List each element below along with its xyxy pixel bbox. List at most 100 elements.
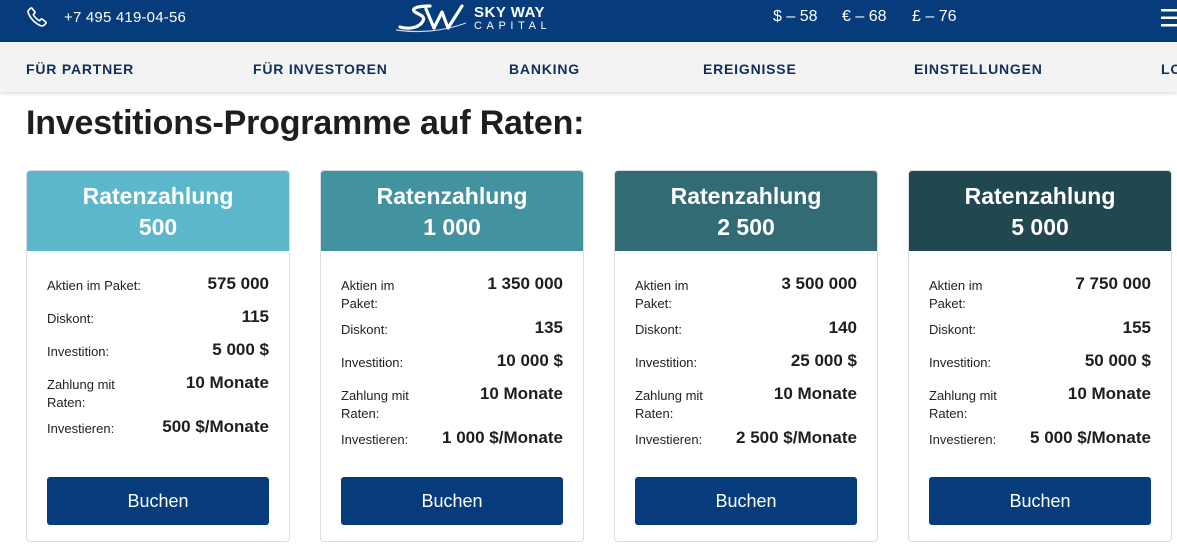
card-title: Ratenzahlung <box>670 183 822 209</box>
detail-value: 155 <box>1122 318 1151 337</box>
detail-label: Investition: <box>47 344 110 359</box>
detail-label: Investieren: <box>47 421 115 436</box>
nav-item-ereignisse[interactable]: EREIGNISSE <box>703 61 797 77</box>
detail-value: 5 000 $/Monate <box>1030 428 1151 447</box>
detail-row: Zahlung mit Raten: 10 Monate <box>929 383 1151 427</box>
detail-row: Aktien im Paket: 3 500 000 <box>635 273 857 317</box>
detail-value: 115 <box>241 307 269 326</box>
card-title: Ratenzahlung <box>82 183 234 209</box>
detail-value: 3 500 000 <box>781 274 857 293</box>
detail-row: Diskont: 140 <box>635 317 857 350</box>
nav-item-partner[interactable]: FÜR PARTNER <box>26 61 135 77</box>
card-amount: 2 500 <box>717 214 775 240</box>
detail-row: Aktien im Paket: 575 000 <box>47 273 269 306</box>
detail-label: Investieren: <box>929 432 997 447</box>
package-card-5000: Ratenzahlung 5 000 Aktien im Paket: 7 75… <box>908 170 1172 542</box>
card-details: Aktien im Paket: 575 000 Diskont: 115 In… <box>47 273 269 449</box>
detail-label: Aktien im Paket: <box>341 278 395 311</box>
detail-label: Zahlung mit Raten: <box>341 388 409 421</box>
detail-row: Zahlung mit Raten: 10 Monate <box>47 372 269 416</box>
card-header: Ratenzahlung 500 <box>27 171 289 251</box>
detail-label: Zahlung mit Raten: <box>47 377 115 410</box>
book-button[interactable]: Buchen <box>341 477 563 525</box>
detail-value: 500 $/Monate <box>162 417 269 436</box>
package-card-1000: Ratenzahlung 1 000 Aktien im Paket: 1 35… <box>320 170 584 542</box>
detail-value: 7 750 000 <box>1075 274 1151 293</box>
detail-label: Investition: <box>635 355 698 370</box>
nav-item-investoren[interactable]: FÜR INVESTOREN <box>253 61 388 77</box>
detail-row: Investieren: 1 000 $/Monate <box>341 427 563 460</box>
nav-item-banking[interactable]: BANKING <box>509 61 580 77</box>
rate-gbp: £ – 76 <box>912 8 957 25</box>
card-details: Aktien im Paket: 3 500 000 Diskont: 140 … <box>635 273 857 460</box>
detail-label: Investieren: <box>341 432 409 447</box>
rate-usd: $ – 58 <box>773 8 818 25</box>
detail-label: Diskont: <box>47 311 94 326</box>
card-amount: 500 <box>138 214 178 240</box>
book-button[interactable]: Buchen <box>47 477 269 525</box>
rate-eur: € – 68 <box>842 8 887 25</box>
detail-value: 2 500 $/Monate <box>736 428 857 447</box>
detail-value: 575 000 <box>207 274 269 293</box>
detail-row: Investieren: 5 000 $/Monate <box>929 427 1151 460</box>
detail-label: Aktien im Paket: <box>47 278 141 293</box>
phone-icon <box>26 6 48 28</box>
detail-row: Investition: 25 000 $ <box>635 350 857 383</box>
detail-label: Investition: <box>929 355 992 370</box>
detail-row: Investition: 5 000 $ <box>47 339 269 372</box>
top-bar: +7 495 419-04-56 SKY WAY CAPITAL $ – 58 … <box>0 0 1177 42</box>
book-button[interactable]: Buchen <box>929 477 1151 525</box>
detail-value: 10 Monate <box>773 384 857 403</box>
detail-label: Diskont: <box>341 322 388 337</box>
detail-value: 10 Monate <box>1067 384 1151 403</box>
detail-label: Zahlung mit Raten: <box>635 388 703 421</box>
detail-value: 1 000 $/Monate <box>442 428 563 447</box>
detail-row: Zahlung mit Raten: 10 Monate <box>341 383 563 427</box>
logo-icon <box>396 4 467 33</box>
nav-item-login[interactable]: LO <box>1161 61 1177 77</box>
detail-label: Aktien im Paket: <box>929 278 983 311</box>
detail-row: Investieren: 500 $/Monate <box>47 416 269 449</box>
logo-text-main: SKY WAY <box>474 3 546 21</box>
main-nav: FÜR PARTNER FÜR INVESTOREN BANKING EREIG… <box>0 42 1177 92</box>
detail-value: 10 Monate <box>479 384 563 403</box>
detail-row: Aktien im Paket: 1 350 000 <box>341 273 563 317</box>
card-title: Ratenzahlung <box>964 183 1116 209</box>
detail-value: 25 000 $ <box>790 351 857 370</box>
card-details: Aktien im Paket: 7 750 000 Diskont: 155 … <box>929 273 1151 460</box>
card-header: Ratenzahlung 5 000 <box>909 171 1171 251</box>
detail-label: Zahlung mit Raten: <box>929 388 997 421</box>
detail-label: Aktien im Paket: <box>635 278 689 311</box>
detail-label: Diskont: <box>929 322 976 337</box>
card-amount: 5 000 <box>1011 214 1069 240</box>
book-button[interactable]: Buchen <box>635 477 857 525</box>
card-amount: 1 000 <box>423 214 481 240</box>
detail-value: 135 <box>534 318 563 337</box>
card-details: Aktien im Paket: 1 350 000 Diskont: 135 … <box>341 273 563 460</box>
detail-row: Investition: 50 000 $ <box>929 350 1151 383</box>
detail-label: Investieren: <box>635 432 703 447</box>
hamburger-icon[interactable] <box>1159 6 1177 30</box>
card-header: Ratenzahlung 2 500 <box>615 171 877 251</box>
detail-value: 1 350 000 <box>487 274 563 293</box>
detail-row: Investieren: 2 500 $/Monate <box>635 427 857 460</box>
phone-number[interactable]: +7 495 419-04-56 <box>64 8 187 26</box>
detail-row: Diskont: 135 <box>341 317 563 350</box>
logo[interactable]: SKY WAY CAPITAL <box>396 3 551 33</box>
detail-value: 140 <box>828 318 857 337</box>
detail-row: Aktien im Paket: 7 750 000 <box>929 273 1151 317</box>
nav-item-einstellungen[interactable]: EINSTELLUNGEN <box>914 61 1043 77</box>
package-card-2500: Ratenzahlung 2 500 Aktien im Paket: 3 50… <box>614 170 878 542</box>
detail-row: Zahlung mit Raten: 10 Monate <box>635 383 857 427</box>
detail-value: 5 000 $ <box>212 340 269 359</box>
detail-label: Diskont: <box>635 322 682 337</box>
detail-row: Diskont: 115 <box>47 306 269 339</box>
detail-row: Diskont: 155 <box>929 317 1151 350</box>
logo-text-sub: CAPITAL <box>474 19 552 32</box>
page-title: Investitions-Programme auf Raten: <box>26 104 585 142</box>
detail-row: Investition: 10 000 $ <box>341 350 563 383</box>
phone-link[interactable]: +7 495 419-04-56 <box>26 0 186 34</box>
detail-value: 50 000 $ <box>1084 351 1151 370</box>
card-header: Ratenzahlung 1 000 <box>321 171 583 251</box>
package-card-500: Ratenzahlung 500 Aktien im Paket: 575 00… <box>26 170 290 542</box>
